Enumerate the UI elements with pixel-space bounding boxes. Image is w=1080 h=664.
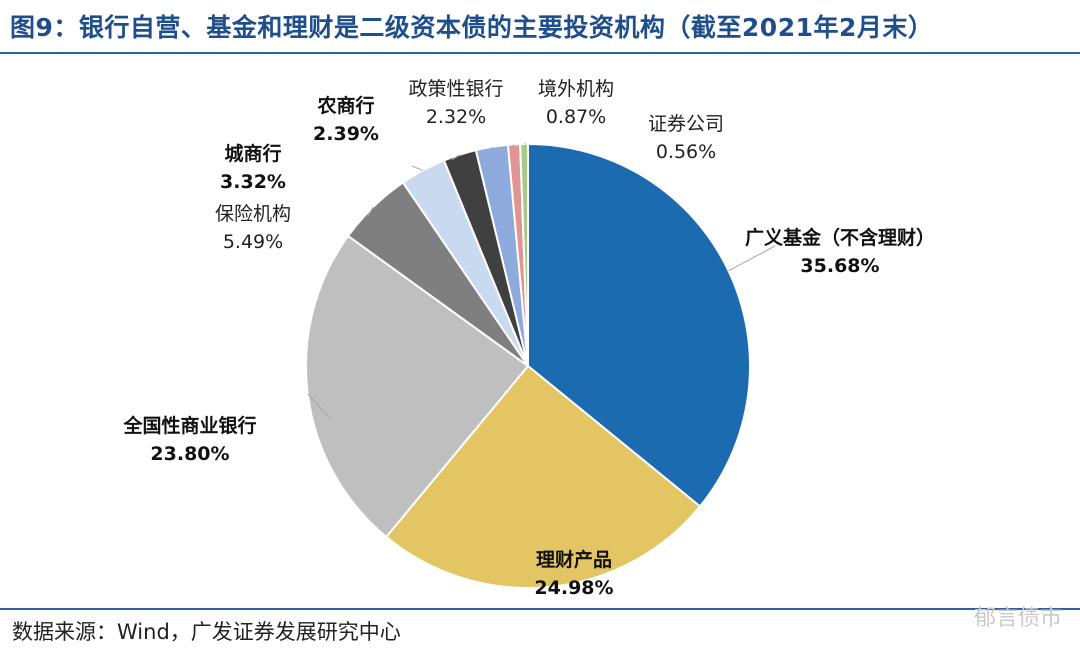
leader-line [307,393,331,419]
slice-name-label: 广义基金（不含理财） [745,226,935,249]
chart-title: 图9：银行自营、基金和理财是二级资本债的主要投资机构（截至2021年2月末） [10,13,934,42]
source-rule [0,608,1080,610]
watermark: 郁言债市 [973,606,1062,631]
slice-value-label: 23.80% [150,443,229,465]
title-rule [0,52,1080,54]
source-note: 数据来源：Wind，广发证券发展研究中心 [12,620,401,644]
pie-slice [384,364,702,589]
slice-value-label: 35.68% [800,255,879,277]
slice-value-label: 5.49% [223,231,283,253]
slice-name-label: 全国性商业银行 [122,414,256,437]
pie-slices [305,142,751,589]
slice-name-label: 境外机构 [538,78,614,100]
slice-value-label: 0.87% [546,106,606,128]
slice-name-label: 城商行 [224,142,281,165]
leader-line [367,206,374,217]
slice-name-label: 理财产品 [536,548,612,571]
leader-line [728,245,776,272]
slice-labels: 广义基金（不含理财） 35.68% 理财产品 24.98% 全国性商业银行 23.80% 保… [122,78,935,599]
slice-name-label: 保险机构 [215,203,291,225]
leader-line [451,154,461,161]
pie-chart: 广义基金（不含理财） 35.68% 理财产品 24.98% 全国性商业银行 23.80% 保… [122,78,935,599]
slice-value-label: 24.98% [534,577,613,599]
slice-value-label: 2.32% [426,106,486,128]
leader-lines [307,143,776,419]
slice-name-label: 农商行 [316,94,374,117]
slice-name-label: 政策性银行 [408,78,503,100]
leader-line [509,144,515,149]
slice-value-label: 0.56% [656,141,716,163]
leader-line [411,165,424,171]
slice-value-label: 2.39% [313,123,379,145]
slice-name-label: 证券公司 [648,113,724,135]
pie-slice [527,142,751,508]
slice-value-label: 3.32% [220,171,286,193]
